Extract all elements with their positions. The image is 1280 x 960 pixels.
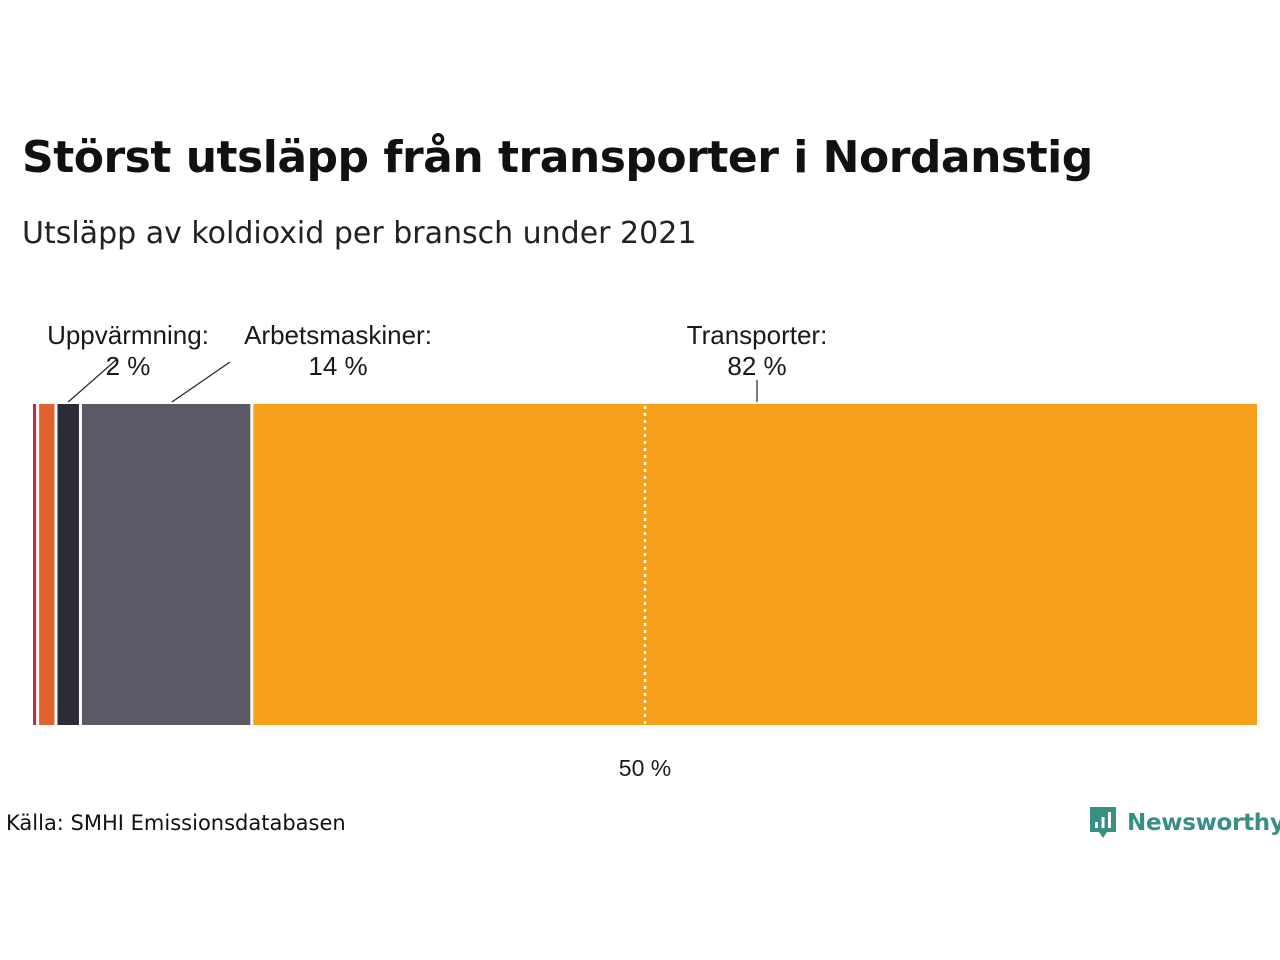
bar-segment-transporter <box>253 404 1257 725</box>
logo-text: Newsworthy <box>1127 810 1280 836</box>
segment-value-uppvärmning: 2 % <box>106 351 151 381</box>
segment-label-transporter: Transporter: <box>687 320 828 350</box>
leader-line-uppvärmning <box>67 359 117 403</box>
segment-value-transporter: 82 % <box>727 351 786 381</box>
segment-value-arbetsmaskiner: 14 % <box>308 351 367 381</box>
leader-line-arbetsmaskiner <box>171 361 231 403</box>
reference-line-label: 50 % <box>619 755 671 781</box>
bar-segment-uppvärmning <box>57 404 79 725</box>
chart-subtitle: Utsläpp av koldioxid per bransch under 2… <box>22 216 697 251</box>
segment-label-uppvärmning: Uppvärmning: <box>47 320 209 350</box>
bar-segment-minor-0 <box>33 404 37 725</box>
stacked-bar-chart: 50 % Uppvärmning:2 % Arbetsmaskiner:14 % Tr… <box>33 320 1257 781</box>
newsworthy-bar-chart-icon <box>1090 807 1116 838</box>
newsworthy-logo[interactable]: Newsworthy <box>1088 805 1280 841</box>
source-note: Källa: SMHI Emissionsdatabasen <box>6 811 346 835</box>
chart-title: Störst utsläpp från transporter i Nordan… <box>22 132 1093 183</box>
bar-segment-minor-1 <box>39 404 55 725</box>
bar-segment-arbetsmaskiner <box>81 404 251 725</box>
segment-label-arbetsmaskiner: Arbetsmaskiner: <box>244 320 432 350</box>
